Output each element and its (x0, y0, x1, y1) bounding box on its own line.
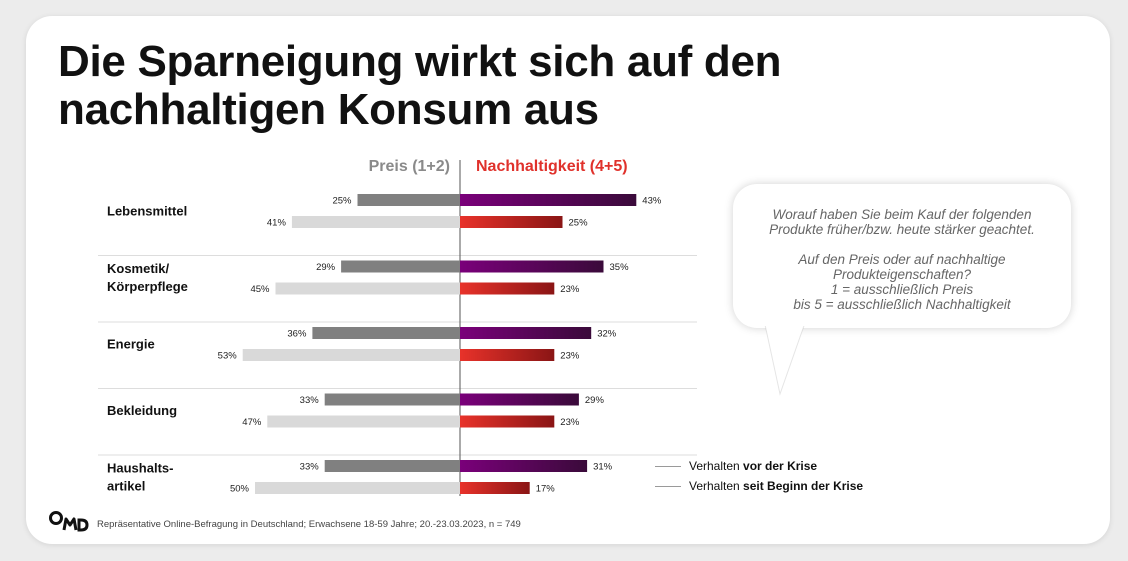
bar (291, 216, 460, 228)
value-label: 29% (585, 395, 605, 406)
bar (460, 282, 555, 295)
value-label: 25% (569, 218, 589, 229)
bar (275, 282, 460, 295)
category-label: Energie (107, 337, 155, 352)
legend-prefix: Verhalten (689, 479, 744, 493)
legend-bold: vor der Krise (743, 459, 818, 473)
preis-header: Preis (1+2) (368, 158, 450, 175)
value-label: 23% (560, 351, 580, 362)
value-label: 45% (250, 284, 270, 295)
value-label: 53% (218, 351, 238, 362)
legend-item-vor: Verhalten vor der Krise (655, 459, 817, 473)
legend-item-seit: Verhalten seit Beginn der Krise (655, 479, 863, 493)
value-label: 29% (316, 262, 336, 273)
omd-logo (49, 511, 89, 532)
bar (460, 415, 555, 428)
bar (324, 393, 460, 406)
bar (460, 393, 579, 406)
bubble-line: Worauf haben Sie beim Kauf der folgenden (772, 207, 1032, 222)
value-label: 41% (267, 218, 287, 229)
bubble-line: Produkteigenschaften? (832, 267, 972, 282)
legend-line (655, 466, 681, 468)
bubble-tail (762, 320, 810, 396)
value-label: 31% (593, 462, 613, 473)
bar (460, 482, 530, 494)
row-separators (98, 255, 697, 456)
category-labels: Lebensmittel Kosmetik/Körperpflege Energie… (107, 204, 188, 494)
bars (242, 194, 637, 494)
bar (312, 327, 460, 339)
bubble-question-text: Worauf haben Sie beim Kauf der folgenden… (740, 207, 1064, 312)
bar (460, 349, 555, 361)
bar (460, 460, 588, 472)
bubble-line (740, 237, 1064, 252)
value-label: 33% (300, 462, 320, 473)
value-label: 23% (560, 284, 580, 295)
bar (357, 194, 460, 206)
value-label: 47% (242, 417, 262, 428)
category-label: artikel (107, 479, 145, 494)
bar (460, 260, 604, 273)
legend-prefix: Verhalten (689, 459, 744, 473)
category-label: Bekleidung (107, 403, 177, 418)
value-label: 35% (610, 262, 630, 273)
value-label: 17% (536, 484, 556, 495)
bubble-line: Auf den Preis oder auf nachhaltige (798, 252, 1006, 267)
bar (242, 349, 460, 361)
bar (460, 327, 592, 339)
category-label: Körperpflege (107, 279, 188, 294)
category-label: Lebensmittel (107, 204, 187, 219)
question-bubble (733, 184, 1071, 328)
bubble-line: bis 5 = ausschließlich Nachhaltigkeit (793, 297, 1011, 312)
value-label: 43% (642, 196, 662, 207)
value-label: 25% (332, 196, 352, 207)
category-label: Haushalts- (107, 461, 173, 476)
bar (255, 482, 460, 494)
value-labels: 25% 41% 43% 25% 29% 45% 35% 23% 36% 53% 32% 23% 33% 4… (218, 196, 662, 495)
value-label: 23% (560, 417, 580, 428)
footnote: Repräsentative Online-Befragung in Deuts… (97, 519, 521, 530)
legend-line (655, 486, 681, 488)
category-label: Kosmetik/ (107, 261, 170, 276)
bar (341, 260, 460, 273)
title-line-1: Die Sparneigung wirkt sich auf den (58, 37, 782, 86)
bar (460, 194, 637, 206)
title-line-2: nachhaltigen Konsum aus (58, 85, 599, 134)
bar (267, 415, 460, 428)
bubble-line: 1 = ausschließlich Preis (830, 282, 974, 297)
value-label: 36% (287, 329, 307, 340)
bar (324, 460, 460, 472)
page-title: Die Sparneigung wirkt sich auf den nachh… (58, 37, 782, 134)
value-label: 33% (300, 395, 320, 406)
legend-bold: seit Beginn der Krise (743, 479, 864, 493)
bubble-line: Produkte früher/bzw. heute stärker geach… (769, 222, 1035, 237)
value-label: 50% (230, 484, 250, 495)
bar (460, 216, 563, 228)
nachhaltigkeit-header: Nachhaltigkeit (4+5) (476, 158, 628, 175)
value-label: 32% (597, 329, 617, 340)
